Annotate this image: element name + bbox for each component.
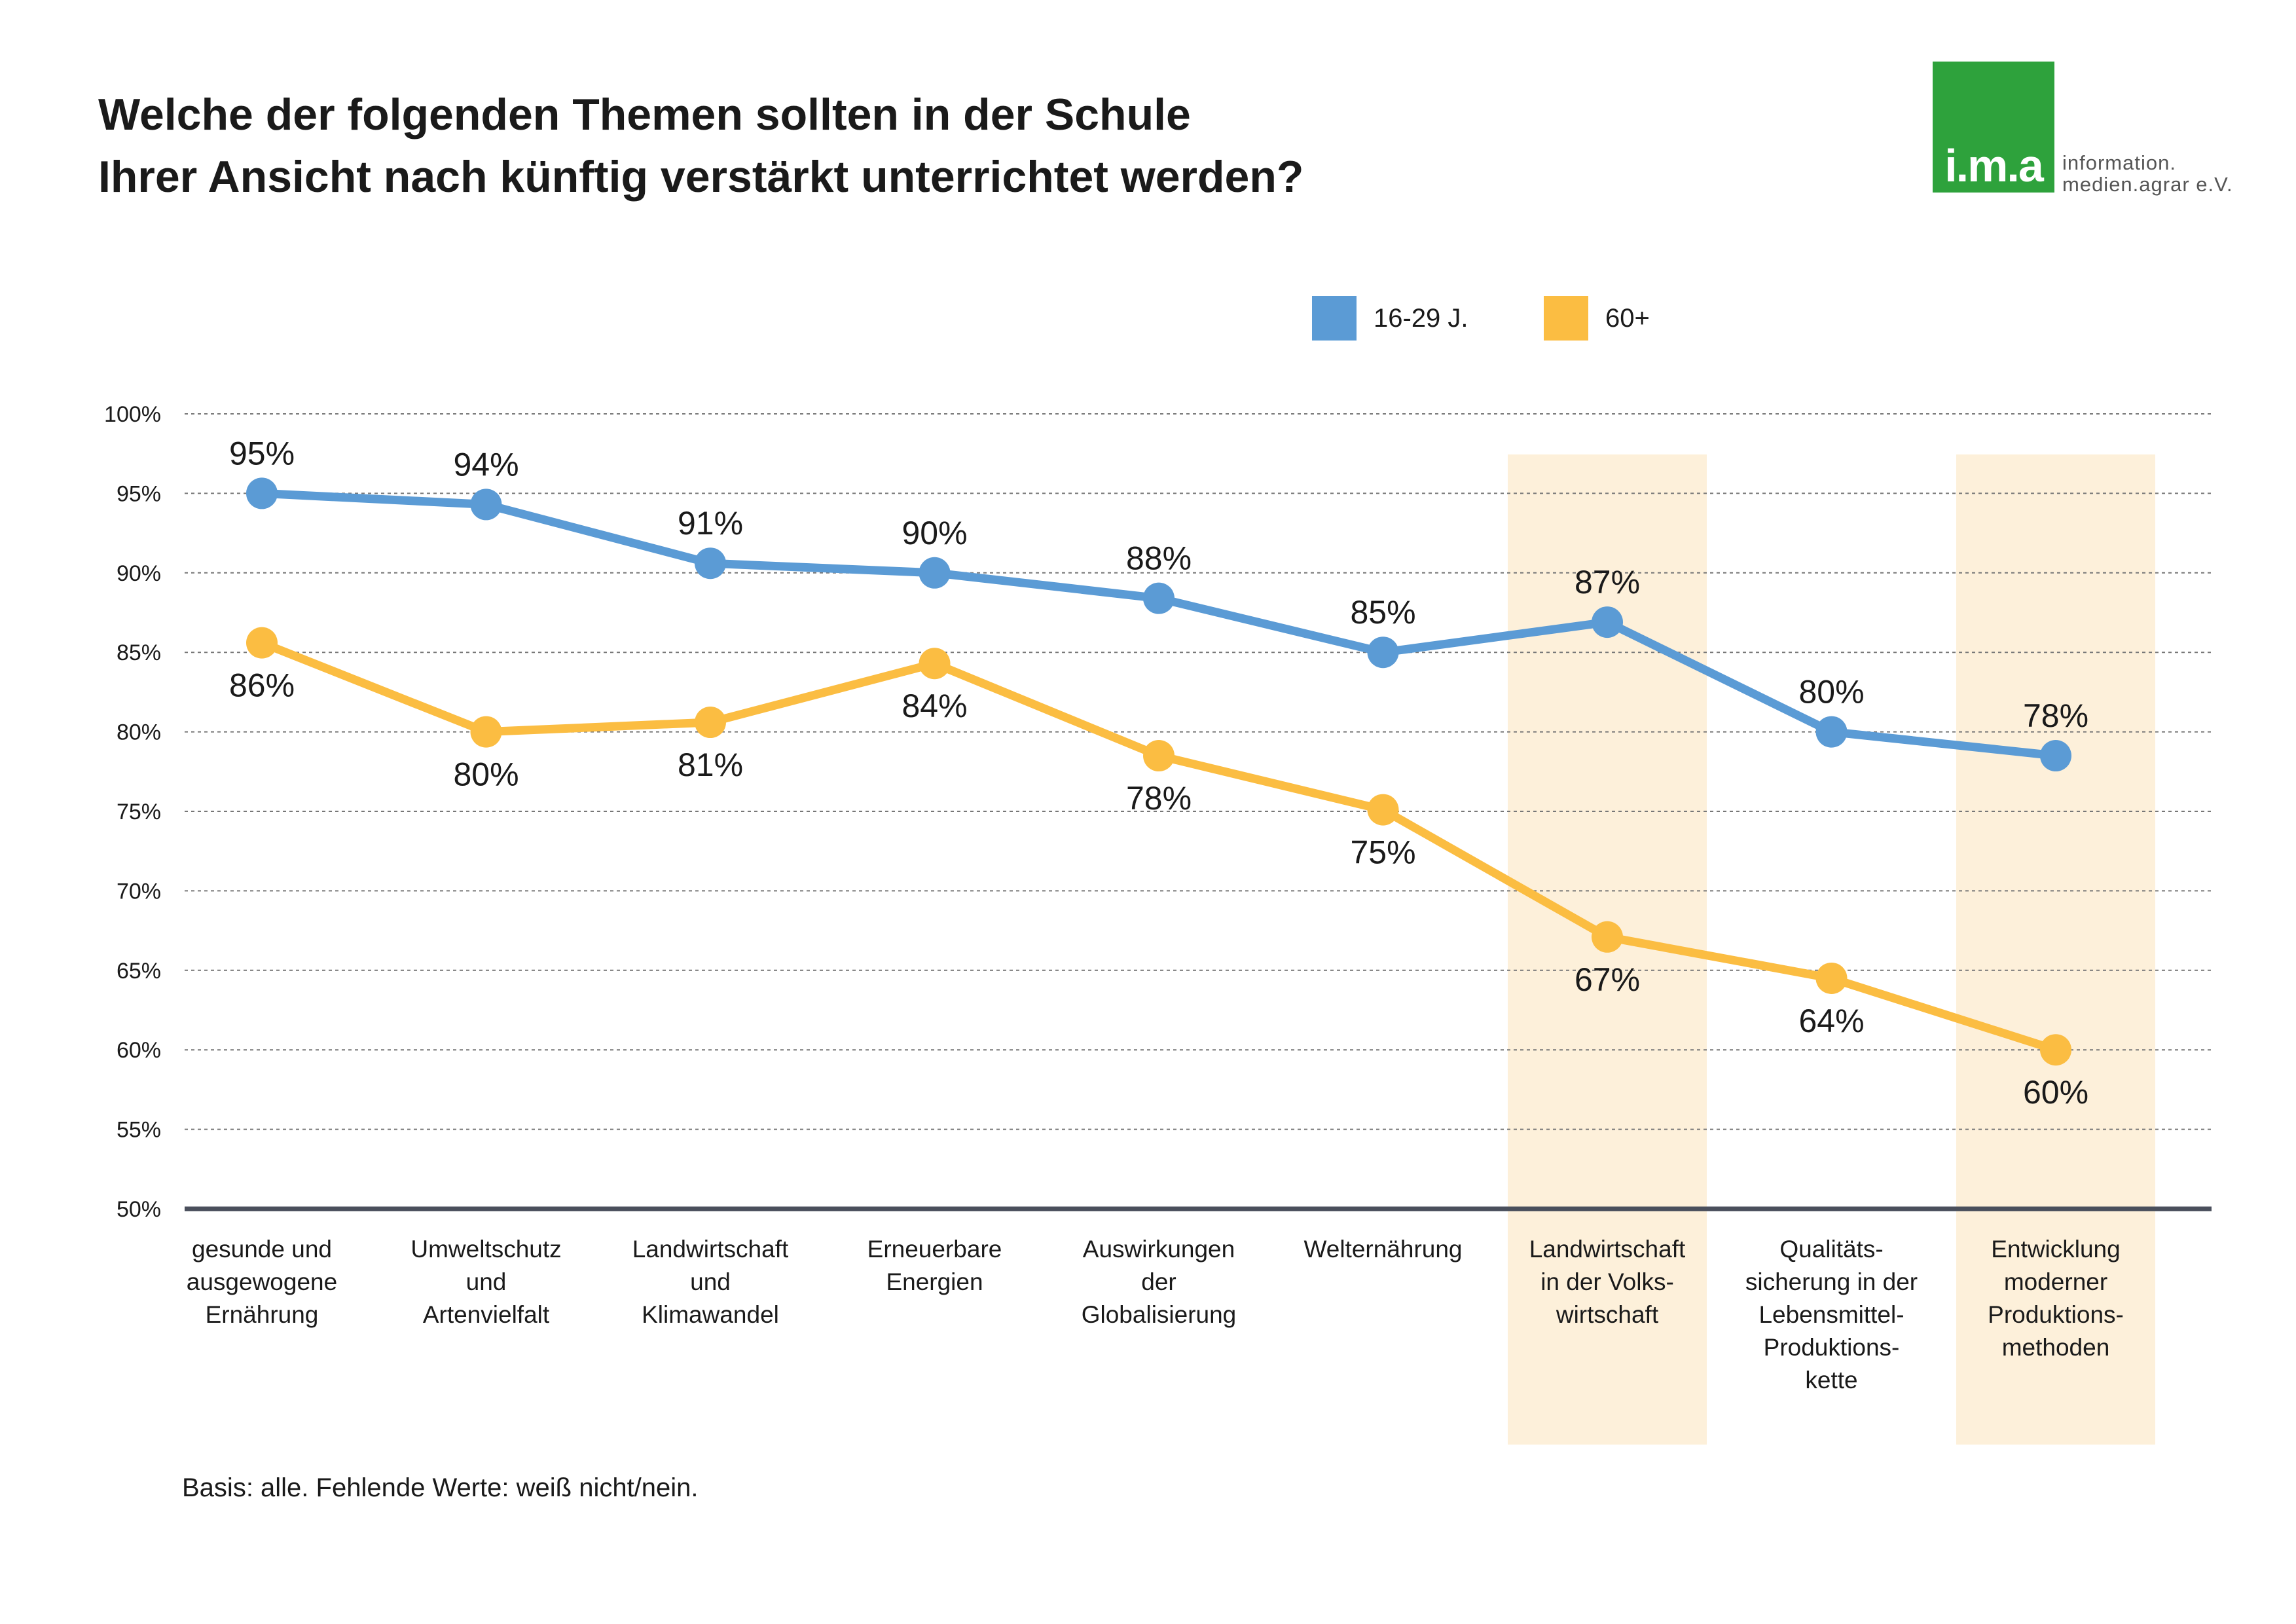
data-label: 84% [902,688,967,724]
data-point [246,477,278,509]
title-line-1: Welche der folgenden Themen sollten in d… [98,90,1191,139]
series-line-1 [257,638,2060,1054]
x-category-label: Globalisierung [1082,1301,1237,1328]
y-tick-label: 75% [117,800,161,824]
ima-logo [1933,62,2054,193]
x-category-label: Lebensmittel- [1758,1301,1904,1328]
data-label: 91% [678,505,743,542]
legend-swatch-60plus [1544,296,1588,341]
x-category-label: der [1141,1268,1176,1295]
x-category-label: Landwirtschaft [632,1236,789,1263]
logo-org-name: information. medien.agrar e.V. [2062,152,2233,195]
x-category-label: Qualitäts- [1779,1236,1883,1263]
x-category-label: Erneuerbare [867,1236,1002,1263]
data-point [919,648,951,680]
data-label: 78% [1126,780,1192,817]
x-category-label: Landwirtschaft [1529,1236,1686,1263]
x-category-label: Produktions- [1764,1334,1900,1361]
data-label: 81% [678,747,743,783]
data-label: 60% [2023,1074,2088,1111]
x-category-label: sicherung in der [1745,1268,1918,1295]
legend-item-60plus: 60+ [1544,296,1650,341]
data-label: 94% [453,446,519,483]
series-line-0 [257,489,2060,760]
x-category-label: Energien [886,1268,983,1295]
data-label: 64% [1798,1003,1864,1039]
y-tick-label: 100% [104,402,161,427]
footnote: Basis: alle. Fehlende Werte: weiß nicht/… [182,1473,699,1502]
data-label: 85% [1350,594,1415,631]
y-tick-label: 70% [117,879,161,904]
data-label: 86% [229,667,295,704]
data-label: 88% [1126,540,1192,577]
x-category-label: Ernährung [206,1301,319,1328]
data-point [695,707,726,739]
y-tick-label: 65% [117,959,161,984]
data-point [1592,606,1623,638]
logo-mark: i.m.a [1944,140,2044,191]
legend-item-16-29: 16-29 J. [1312,296,1468,341]
data-point [1367,637,1399,669]
x-category-label: moderner [2004,1268,2107,1295]
data-label: 90% [902,515,967,551]
data-label: 87% [1575,564,1640,600]
y-tick-label: 90% [117,561,161,586]
x-category-label: Welternährung [1303,1236,1462,1263]
data-point [470,716,502,748]
data-label: 78% [2023,697,2088,734]
y-tick-label: 95% [117,481,161,506]
legend-label-60plus: 60+ [1605,304,1650,333]
x-category-label: gesunde und [192,1236,332,1263]
x-category-label: kette [1805,1367,1857,1393]
data-label: 80% [1798,674,1864,710]
legend-label-16-29: 16-29 J. [1374,304,1468,333]
y-tick-label: 50% [117,1197,161,1222]
y-tick-label: 85% [117,640,161,665]
x-category-label: Produktions- [1988,1301,2124,1328]
data-point [2040,740,2071,772]
x-category-label: Entwicklung [1991,1236,2120,1263]
data-label: 80% [453,756,519,793]
logo-org-line-2: medien.agrar e.V. [2062,173,2233,196]
x-category-label: und [466,1268,507,1295]
x-category-label: ausgewogene [187,1268,337,1295]
x-category-label: wirtschaft [1556,1301,1659,1328]
chart-title: Welche der folgenden Themen sollten in d… [98,84,1303,208]
y-tick-label: 55% [117,1118,161,1143]
data-point [1815,962,1848,994]
data-point [1143,582,1175,614]
y-tick-label: 80% [117,720,161,745]
data-point [246,627,278,659]
x-category-label: in der Volks- [1540,1268,1674,1295]
x-category-label: methoden [2002,1334,2110,1361]
data-point [1815,716,1848,748]
data-point [2040,1034,2071,1066]
data-point [919,557,951,589]
logo-org-line-1: information. [2062,151,2176,174]
legend-swatch-16-29 [1312,296,1357,341]
data-point [1592,921,1623,953]
data-point [1143,740,1175,772]
x-category-label: Auswirkungen [1083,1236,1235,1263]
data-label: 75% [1350,834,1415,871]
x-category-label: und [690,1268,731,1295]
y-tick-label: 60% [117,1038,161,1063]
data-point [470,489,502,521]
x-category-label: Artenvielfalt [423,1301,550,1328]
data-label: 95% [229,435,295,471]
highlight-band-8 [1956,454,2155,1445]
data-point [695,547,726,580]
x-category-label: Klimawandel [642,1301,779,1328]
data-label: 67% [1575,961,1640,998]
data-point [1367,794,1399,826]
x-category-label: Umweltschutz [410,1236,561,1263]
title-line-2: Ihrer Ansicht nach künftig verstärkt unt… [98,152,1304,202]
